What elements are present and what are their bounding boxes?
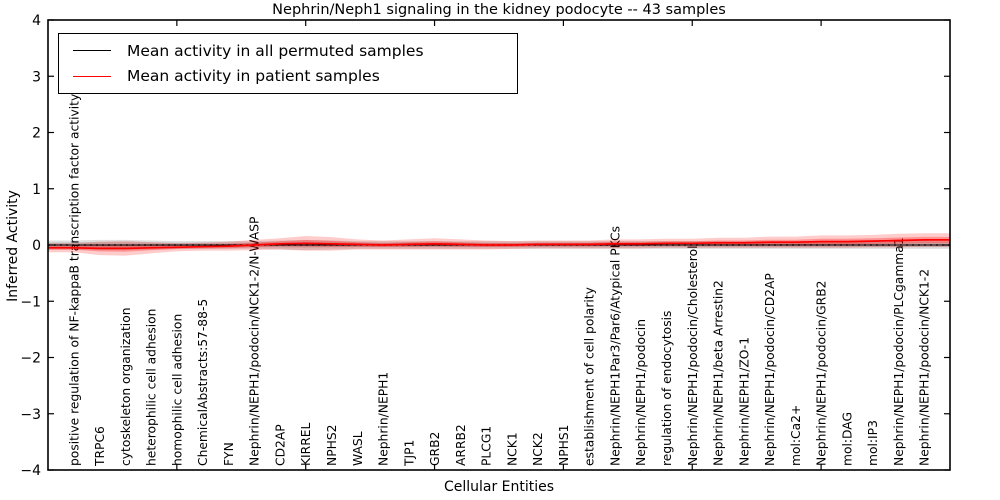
chart-title: Nephrin/Neph1 signaling in the kidney po…	[272, 2, 726, 18]
x-axis-label: Cellular Entities	[443, 479, 555, 495]
category-label: Nephrin/NEPH1/ZO-1	[737, 337, 751, 466]
category-label: NPHS2	[325, 425, 339, 467]
category-label: GRB2	[428, 432, 442, 466]
category-label: homophilic cell adhesion	[170, 314, 184, 466]
category-labels: positive regulation of NF-kappaB transcr…	[67, 94, 931, 467]
y-tick-label: 1	[32, 182, 41, 198]
category-label: Nephrin/NEPH1/podocin/NCK1-2	[918, 269, 932, 466]
category-label: Nephrin/NEPH1/podocin/CD2AP	[763, 273, 777, 466]
legend: Mean activity in all permuted samples Me…	[58, 33, 518, 94]
y-tick-label: 0	[32, 238, 41, 254]
y-tick-label: 3	[32, 69, 41, 85]
category-label: NCK1	[505, 432, 519, 466]
category-label: NPHS1	[557, 425, 571, 467]
category-label: PLCG1	[480, 426, 494, 466]
category-label: TRPC6	[93, 426, 107, 467]
y-tick-label: −1	[20, 294, 41, 310]
category-label: mol:Ca2+	[789, 405, 803, 466]
category-label: FYN	[222, 442, 236, 466]
category-label: Nephrin/NEPH1	[377, 372, 391, 466]
category-label: positive regulation of NF-kappaB transcr…	[67, 94, 81, 466]
category-label: Nephrin/NEPH1Par3/Par6/Atypical PKCs	[608, 226, 622, 466]
red-line-sample-icon	[73, 75, 111, 77]
category-label: Nephrin/NEPH1/podocin/GRB2	[815, 281, 829, 466]
y-tick-label: −4	[20, 463, 41, 479]
category-label: WASL	[351, 431, 365, 466]
category-label: Nephrin/NEPH1/podocin	[634, 319, 648, 466]
category-label: TJP1	[402, 440, 416, 467]
category-label: mol:IP3	[866, 420, 880, 466]
category-label: mol:DAG	[840, 412, 854, 466]
y-tick-label: 2	[32, 126, 41, 142]
category-label: cytoskeleton organization	[119, 307, 133, 466]
legend-label: Mean activity in patient samples	[127, 67, 380, 86]
category-label: Nephrin/NEPH1/beta Arrestin2	[712, 280, 726, 466]
category-label: Nephrin/NEPH1/podocin/NCK1-2/N-WASP	[248, 217, 262, 466]
y-tick-label: −2	[20, 351, 41, 367]
legend-entry-permuted: Mean activity in all permuted samples	[73, 39, 517, 63]
black-line-sample-icon	[73, 50, 111, 52]
category-label: ARRB2	[454, 424, 468, 466]
category-label: ChemicalAbstracts:57-88-5	[196, 299, 210, 466]
category-label: KIRREL	[299, 422, 313, 466]
patient-mean-line	[48, 239, 950, 250]
category-label: regulation of endocytosis	[660, 311, 674, 466]
legend-label: Mean activity in all permuted samples	[127, 41, 424, 60]
category-label: establishment of cell polarity	[583, 287, 597, 466]
y-tick-label: −3	[20, 407, 41, 423]
category-label: CD2AP	[273, 424, 287, 466]
legend-entry-patient: Mean activity in patient samples	[73, 64, 517, 88]
y-tick-label: 4	[32, 13, 41, 29]
category-label: NCK2	[531, 432, 545, 466]
category-label: Nephrin/NEPH1/podocin/PLCgamma1	[892, 237, 906, 466]
category-label: Nephrin/NEPH1/podocin/Cholesterol	[686, 245, 700, 466]
category-label: heterophilic cell adhesion	[145, 309, 159, 466]
